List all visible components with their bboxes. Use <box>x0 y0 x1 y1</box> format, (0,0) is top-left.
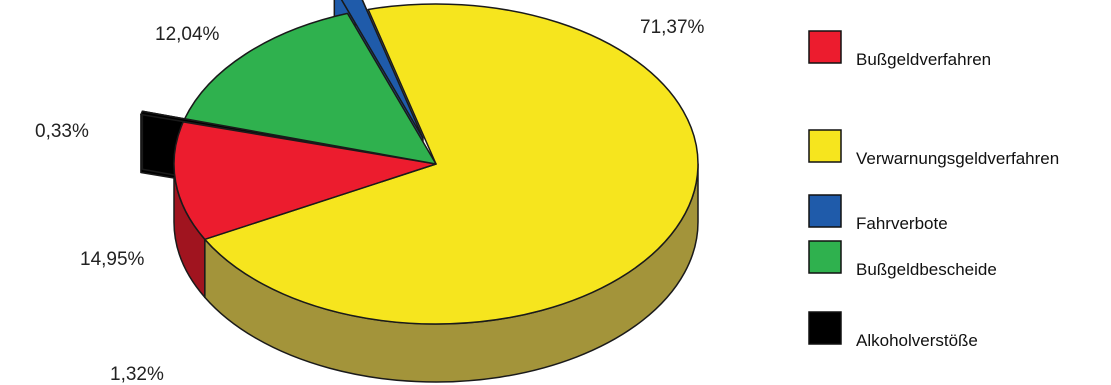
legend-label: Verwarnungsgeldverfahren <box>856 149 1059 168</box>
data-labels: 71,37% 12,04% 0,33% 14,95% 1,32% <box>35 17 705 385</box>
legend-swatch <box>808 129 842 163</box>
legend-label: Alkoholverstöße <box>856 331 978 350</box>
data-label-alkoholverstoesse: 0,33% <box>35 121 89 142</box>
legend-item: Bußgeldbescheide <box>808 240 997 279</box>
legend-item: Verwarnungsgeldverfahren <box>808 129 1059 168</box>
legend-label: Fahrverbote <box>856 214 948 233</box>
legend-label: Bußgeldbescheide <box>856 260 997 279</box>
legend-swatch <box>808 240 842 274</box>
pie-slice-bussgeldbescheide <box>183 12 437 165</box>
legend: Bußgeldverfahren Verwarnungsgeldverfahre… <box>808 30 1059 350</box>
legend-label: Bußgeldverfahren <box>856 50 991 69</box>
legend-swatch <box>808 194 842 228</box>
data-label-bussgeldverfahren: 12,04% <box>155 24 220 45</box>
legend-item: Alkoholverstöße <box>808 311 978 350</box>
pie-tops <box>140 0 699 325</box>
legend-item: Bußgeldverfahren <box>808 30 991 69</box>
legend-swatch <box>808 311 842 345</box>
data-label-verwarnungsgeldverfahren: 71,37% <box>640 17 705 38</box>
data-label-fahrverbote: 1,32% <box>110 364 164 385</box>
legend-swatch <box>808 30 842 64</box>
pie-slice-verwarnungsgeldverfahren <box>204 3 699 325</box>
data-label-bussgeldbescheide: 14,95% <box>80 249 145 270</box>
pie-slice-bussgeldverfahren <box>173 121 437 241</box>
legend-item: Fahrverbote <box>808 194 948 233</box>
